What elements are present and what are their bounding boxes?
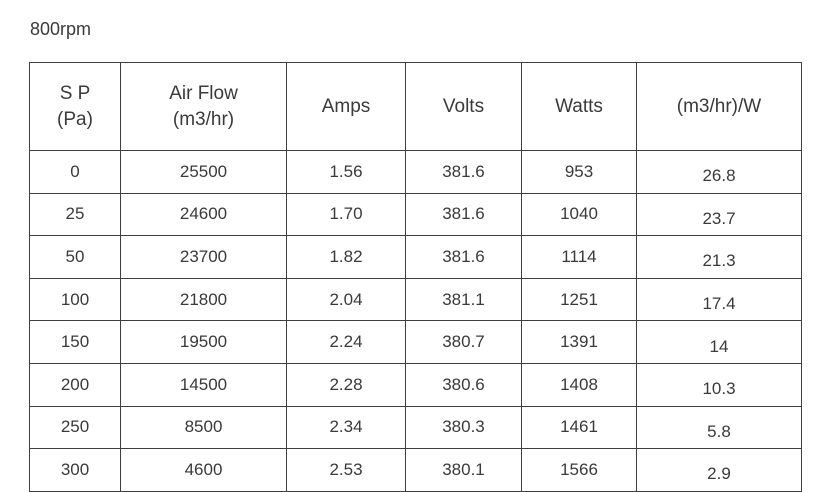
cell-eff: 10.3: [636, 362, 802, 407]
cell-eff: 14: [636, 320, 802, 364]
header-row: S P (Pa) Air Flow (m3/hr) Amps Volts Watts (m3/…: [29, 62, 802, 151]
column-header-volts-line-1: Volts: [442, 95, 485, 117]
cell-eff: 17.4: [636, 277, 802, 322]
cell-amps: 1.70: [286, 192, 406, 237]
cell-amps: 2.24: [286, 320, 406, 364]
cell-sp: 250: [29, 405, 121, 450]
column-header-volts: Volts: [405, 62, 522, 151]
cell-eff: 21.3: [636, 235, 802, 279]
cell-watts: 1461: [521, 405, 637, 450]
table-body: 0 25500 1.56 381.6 953 26.8 25 24600 1.70 381.6 10…: [29, 150, 802, 492]
table-caption: 800rpm: [30, 19, 92, 39]
cell-watts: 1040: [521, 192, 637, 237]
table-row: 250 8500 2.34 380.3 1461 5.8: [29, 405, 802, 450]
cell-air: 23700: [120, 235, 287, 279]
cell-amps: 2.28: [286, 362, 406, 407]
column-header-sp-line-2: (Pa): [57, 108, 93, 130]
cell-sp: 50: [29, 235, 121, 279]
column-header-watts-line-1: Watts: [555, 95, 603, 117]
cell-watts: 1566: [521, 448, 637, 492]
cell-eff: 26.8: [636, 150, 802, 194]
cell-air: 19500: [120, 320, 287, 364]
column-header-eff-line-1: (m3/hr)/W: [676, 95, 762, 117]
cell-sp: 200: [29, 362, 121, 407]
column-header-watts: Watts: [521, 62, 637, 151]
cell-amps: 2.34: [286, 405, 406, 450]
cell-watts: 1391: [521, 320, 637, 364]
cell-watts: 1251: [521, 277, 637, 322]
column-header-air: Air Flow (m3/hr): [120, 62, 287, 151]
cell-air: 21800: [120, 277, 287, 322]
cell-eff: 23.7: [636, 192, 802, 237]
cell-amps: 2.04: [286, 277, 406, 322]
column-header-sp-line-1: S P: [59, 82, 91, 104]
cell-watts: 1114: [521, 235, 637, 279]
cell-volts: 380.6: [405, 362, 522, 407]
cell-volts: 381.6: [405, 192, 522, 237]
cell-volts: 380.7: [405, 320, 522, 364]
cell-amps: 1.82: [286, 235, 406, 279]
cell-air: 25500: [120, 150, 287, 194]
column-header-sp: S P (Pa): [29, 62, 121, 151]
column-header-amps: Amps: [286, 62, 406, 151]
cell-amps: 2.53: [286, 448, 406, 492]
table-row: 0 25500 1.56 381.6 953 26.8: [29, 150, 802, 194]
cell-volts: 381.6: [405, 235, 522, 279]
cell-sp: 25: [29, 192, 121, 237]
cell-volts: 381.6: [405, 150, 522, 194]
cell-sp: 100: [29, 277, 121, 322]
cell-air: 14500: [120, 362, 287, 407]
cell-eff: 5.8: [636, 405, 802, 450]
column-header-amps-line-1: Amps: [321, 95, 371, 117]
table-row: 200 14500 2.28 380.6 1408 10.3: [29, 362, 802, 407]
cell-eff: 2.9: [636, 448, 802, 492]
table-row: 25 24600 1.70 381.6 1040 23.7: [29, 192, 802, 237]
cell-air: 8500: [120, 405, 287, 450]
column-header-air-line-2: (m3/hr): [172, 108, 235, 130]
cell-sp: 0: [29, 150, 121, 194]
cell-air: 4600: [120, 448, 287, 492]
column-header-eff: (m3/hr)/W: [636, 62, 802, 151]
fan-performance-table: S P (Pa) Air Flow (m3/hr) Amps Volts Watts (m3/…: [29, 62, 802, 492]
table-header: S P (Pa) Air Flow (m3/hr) Amps Volts Watts (m3/…: [29, 62, 802, 151]
table-row: 100 21800 2.04 381.1 1251 17.4: [29, 277, 802, 322]
column-header-air-line-1: Air Flow: [169, 82, 238, 104]
cell-watts: 953: [521, 150, 637, 194]
table-row: 150 19500 2.24 380.7 1391 14: [29, 320, 802, 364]
table-row: 300 4600 2.53 380.1 1566 2.9: [29, 448, 802, 492]
cell-sp: 300: [29, 448, 121, 492]
table-row: 50 23700 1.82 381.6 1114 21.3: [29, 235, 802, 279]
cell-sp: 150: [29, 320, 121, 364]
cell-volts: 381.1: [405, 277, 522, 322]
cell-watts: 1408: [521, 362, 637, 407]
cell-volts: 380.3: [405, 405, 522, 450]
cell-volts: 380.1: [405, 448, 522, 492]
cell-air: 24600: [120, 192, 287, 237]
cell-amps: 1.56: [286, 150, 406, 194]
